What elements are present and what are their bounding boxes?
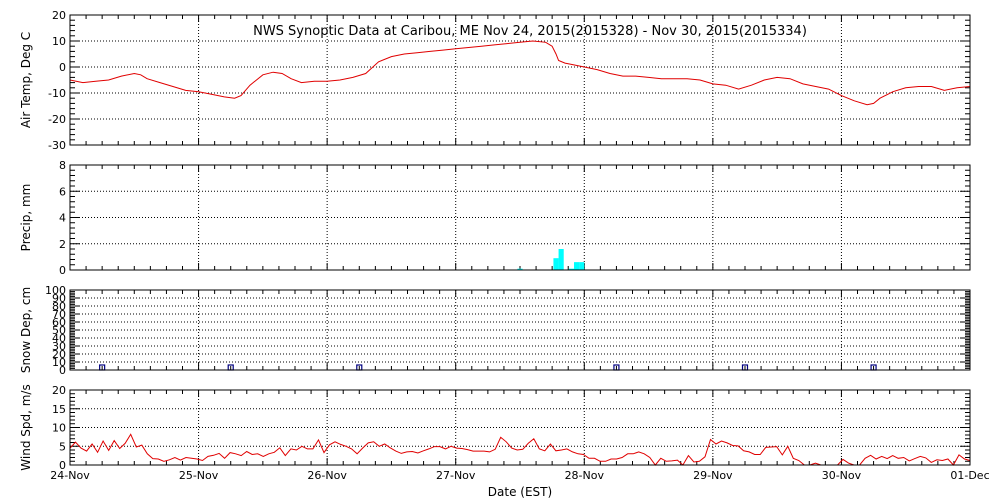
precip-y-tick-label: 2 [59,238,66,251]
air-temp-y-tick-label: 0 [59,61,66,74]
air-temp-plot-frame [69,14,971,146]
precip-y-tick-label: 6 [59,185,66,198]
snow-depth-y-tick-label: 30 [52,340,66,353]
chart-title: NWS Synoptic Data at Caribou, ME Nov 24,… [253,24,807,39]
precip-panel: 0 2 4 6 8 Precip, mm [19,159,971,277]
x-tick-label: 26-Nov [307,469,347,482]
air-temp-panel: -30 -20 -10 0 10 20 Air Temp, Deg C [19,9,971,152]
x-tick-label: 28-Nov [565,469,605,482]
x-tick-label: 25-Nov [179,469,219,482]
wind-speed-line [69,433,971,466]
snow-depth-y-tick-label: 20 [52,348,66,361]
air-temp-y-axis-label: Air Temp, Deg C [19,32,33,128]
x-tick-label: 30-Nov [822,469,862,482]
air-temp-y-tick-label: -20 [48,113,66,126]
snow-depth-y-axis-label: Snow Dep, cm [19,287,33,373]
x-axis-label: Date (EST) [488,485,552,499]
x-tick-label: 01-Dec [950,469,989,482]
x-tick-label: 29-Nov [693,469,733,482]
precip-bar [574,262,580,270]
snow-depth-y-tick-label: 70 [52,308,66,321]
snow-depth-y-tick-label: 10 [52,356,66,369]
wind-speed-y-tick-label: 15 [52,403,66,416]
wind-speed-y-tick-label: 0 [59,459,66,472]
precip-plot-frame [69,164,971,271]
wind-speed-plot-frame [69,389,971,466]
snow-depth-y-tick-label: 100 [45,284,66,297]
wind-speed-y-tick-label: 5 [59,440,66,453]
air-temp-y-tick-label: -30 [48,139,66,152]
air-temp-y-tick-label: -10 [48,87,66,100]
snow-depth-y-tick-label: 90 [52,292,66,305]
precip-y-tick-label: 8 [59,159,66,172]
wind-speed-y-tick-label: 20 [52,384,66,397]
x-tick-label: 27-Nov [436,469,476,482]
wind-speed-y-tick-label: 10 [52,422,66,435]
precip-y-tick-label: 4 [59,212,66,225]
precip-y-axis-label: Precip, mm [19,184,33,252]
x-tick-label: 24-Nov [50,469,90,482]
air-temp-y-tick-label: 10 [52,35,66,48]
snow-depth-plot-frame [69,289,971,371]
snow-depth-y-tick-label: 80 [52,300,66,313]
precip-y-tick-label: 0 [59,264,66,277]
precip-bar [558,249,564,270]
precip-bar [553,258,559,270]
snow-depth-y-tick-label: 0 [59,364,66,377]
precip-bar [517,268,523,270]
wind-speed-y-axis-label: Wind Spd, m/s [19,384,33,470]
snow-depth-y-tick-label: 50 [52,324,66,337]
air-temp-y-tick-label: 20 [52,9,66,22]
air-temp-line [69,40,971,106]
snow-depth-y-tick-label: 60 [52,316,66,329]
wind-speed-panel: 0 5 10 15 20 Wind Spd, m/s [19,384,971,472]
snow-depth-y-tick-label: 40 [52,332,66,345]
precip-bar [579,262,585,270]
precip-bar [568,268,574,270]
